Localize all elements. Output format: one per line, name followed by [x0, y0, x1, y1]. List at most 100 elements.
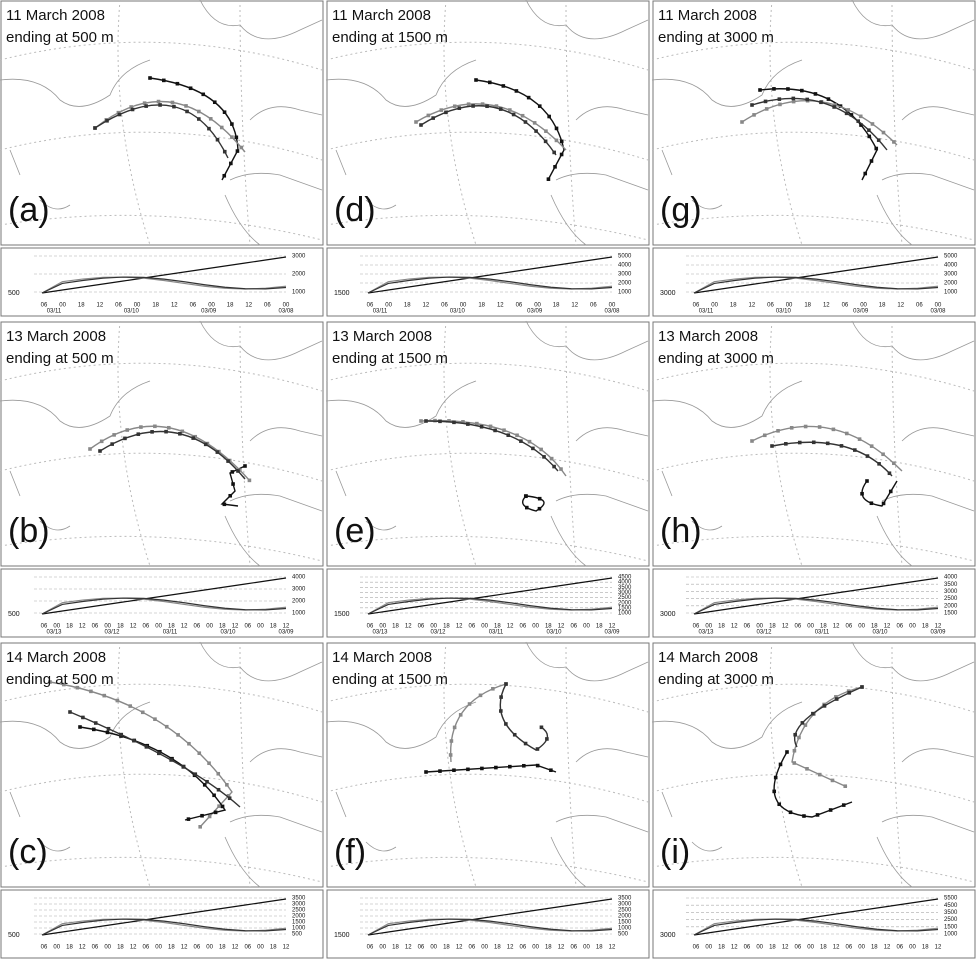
time-tick-label: 18	[227, 303, 234, 309]
height-trace	[41, 276, 287, 294]
time-tick-label: 06	[590, 303, 597, 309]
panel-date: 11 March 2008	[658, 7, 757, 24]
trajectory-marker	[520, 113, 525, 118]
trajectory-marker	[534, 129, 538, 133]
coastline	[325, 641, 649, 888]
trajectory-marker	[539, 725, 544, 730]
trajectory-marker	[512, 732, 517, 737]
time-tick-label: 18	[443, 945, 450, 951]
trajectory-marker	[552, 464, 556, 469]
time-tick-label: 12	[283, 945, 290, 951]
time-tick-label: 00	[59, 303, 66, 309]
height-tick-label: 4000	[618, 263, 632, 269]
time-tick-label: 18	[78, 303, 85, 309]
graticule	[0, 320, 323, 567]
trajectory-marker	[215, 137, 220, 142]
height-tick-label: 2500	[944, 917, 958, 923]
height-tick-label: 4000	[944, 575, 958, 581]
trajectory	[751, 425, 903, 472]
date-tick-label: 03/13	[372, 630, 388, 636]
trajectory-marker	[869, 159, 874, 163]
trajectory-marker	[105, 118, 109, 123]
trajectory-marker	[158, 103, 162, 107]
time-tick-label: 18	[871, 624, 878, 630]
trajectory-marker	[185, 109, 189, 114]
trajectory-marker	[545, 737, 549, 741]
trajectory-marker	[874, 146, 879, 151]
trajectory-marker	[859, 123, 863, 127]
height-trace	[693, 577, 939, 615]
trajectory-marker	[132, 738, 136, 743]
height-tick-label: 4000	[292, 575, 306, 581]
trajectory-marker	[93, 126, 97, 130]
trajectory-marker	[504, 682, 508, 686]
time-tick-label: 00	[756, 624, 763, 630]
height-tick-label: 5500	[944, 896, 958, 902]
time-tick-label: 12	[884, 945, 891, 951]
panel-ending: ending at 3000 m	[658, 29, 774, 46]
panel-ending: ending at 500 m	[6, 671, 114, 688]
panel-letter: (d)	[334, 191, 376, 229]
trajectory-marker	[504, 722, 508, 726]
trajectory-marker	[474, 78, 478, 82]
trajectory-marker	[178, 431, 182, 436]
trajectory-marker	[48, 680, 52, 684]
trajectory-marker	[535, 763, 540, 768]
trajectory-marker	[514, 89, 519, 93]
time-tick-label: 18	[168, 945, 175, 951]
trajectory-marker	[457, 106, 462, 110]
panel-ending: ending at 1500 m	[332, 29, 448, 46]
time-tick-label: 12	[782, 945, 789, 951]
trajectory-marker	[499, 709, 503, 713]
trajectory-marker	[193, 772, 198, 776]
trajectory-marker	[763, 99, 768, 104]
trajectory-marker	[230, 470, 235, 474]
trajectory	[793, 686, 863, 748]
time-tick-label: 00	[104, 624, 111, 630]
trajectory-marker	[98, 449, 102, 453]
trajectory-marker	[197, 117, 201, 121]
trajectory-marker	[777, 802, 782, 807]
time-tick-label: 12	[456, 624, 463, 630]
trajectory	[415, 103, 567, 151]
trajectory-marker	[222, 110, 227, 114]
trajectory-marker	[170, 100, 175, 105]
trajectory-marker	[542, 455, 546, 459]
date-tick-label: 03/10	[872, 630, 888, 636]
trajectory-marker	[136, 432, 141, 436]
height-trace	[367, 577, 613, 615]
trajectory-marker	[793, 732, 797, 737]
trajectory-marker	[164, 724, 169, 729]
trajectory-marker	[222, 173, 227, 178]
trajectory-marker	[88, 447, 92, 451]
panel-ending: ending at 500 m	[6, 29, 114, 46]
height-tick-label: 3000	[292, 902, 306, 908]
trajectory-marker	[494, 104, 499, 108]
date-tick-label: 03/12	[430, 630, 446, 636]
trajectory-marker	[419, 123, 423, 127]
trajectory-marker	[235, 149, 240, 153]
time-tick-label: 06	[693, 303, 700, 309]
time-tick-label: 00	[283, 303, 290, 309]
height-trace	[367, 256, 613, 294]
height-tick-label: 4000	[618, 580, 632, 586]
trajectory-marker	[822, 704, 827, 708]
panel: 13 March 2008 ending at 1500 m (e) 45004000…	[325, 320, 650, 638]
trajectory-marker	[506, 433, 511, 437]
trajectory	[420, 105, 557, 156]
trajectory-marker	[491, 686, 495, 691]
trajectory-marker	[803, 424, 808, 429]
panel-date: 14 March 2008	[332, 649, 432, 666]
trajectory-marker	[869, 444, 874, 448]
start-height-label: 500	[8, 290, 20, 297]
start-height-label: 500	[8, 611, 20, 618]
trajectory-marker	[452, 420, 456, 425]
trajectory-marker	[157, 751, 161, 756]
trajectory-marker	[144, 745, 149, 749]
time-tick-label: 12	[130, 945, 137, 951]
coastline	[0, 0, 323, 246]
trajectory-marker	[805, 767, 809, 771]
trajectory-marker	[865, 479, 869, 483]
graticule	[0, 641, 323, 888]
